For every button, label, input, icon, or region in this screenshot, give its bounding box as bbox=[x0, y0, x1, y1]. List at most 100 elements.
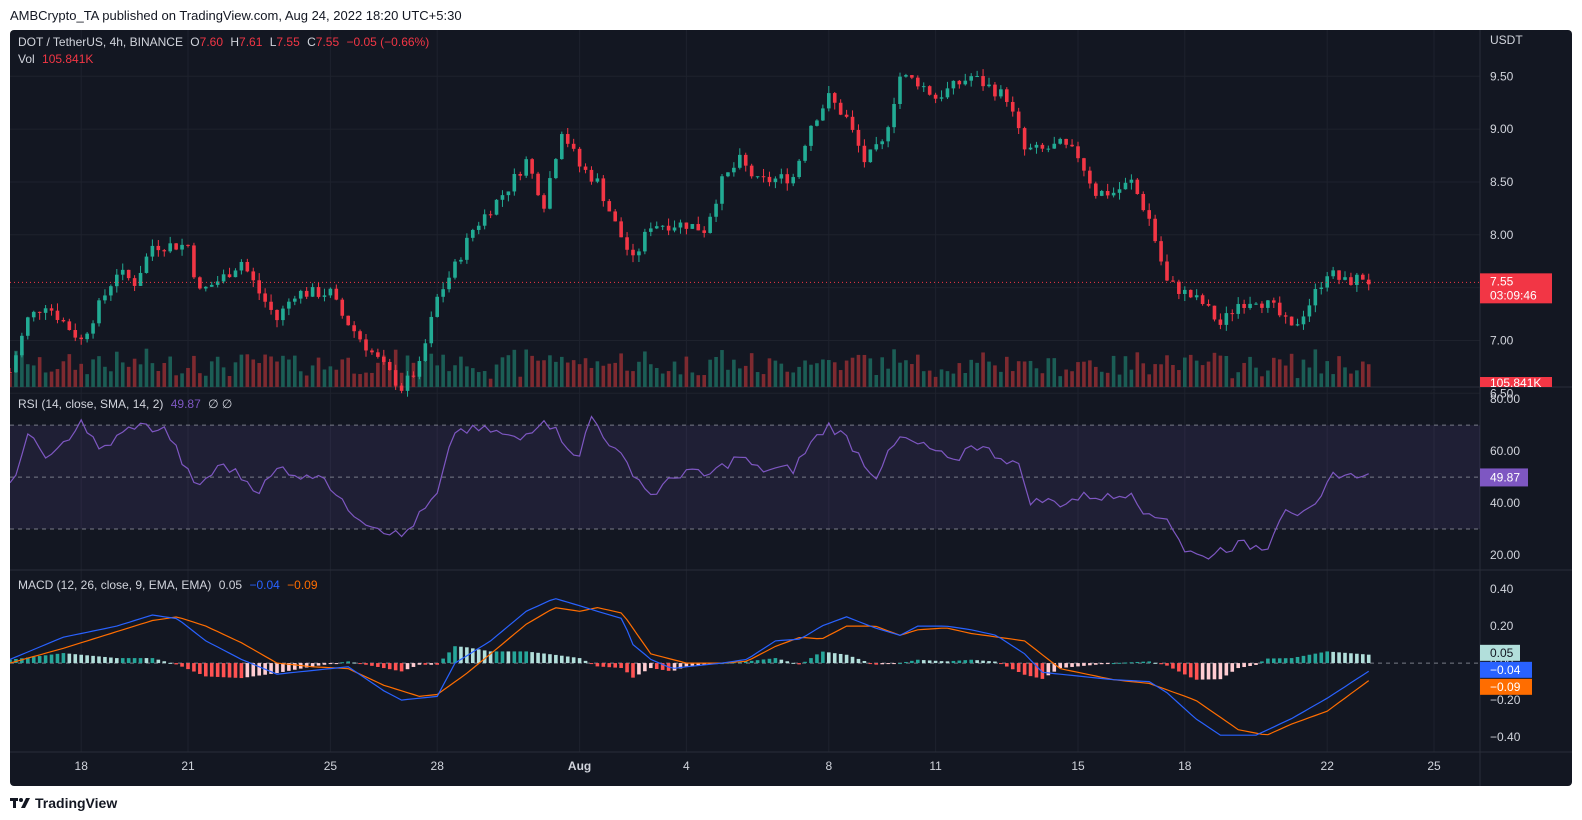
candle-body[interactable] bbox=[571, 143, 576, 149]
candle-body[interactable] bbox=[180, 244, 184, 250]
candle-body[interactable] bbox=[1076, 146, 1080, 159]
candle-body[interactable] bbox=[779, 174, 784, 179]
candle-body[interactable] bbox=[316, 287, 321, 297]
candle-body[interactable] bbox=[417, 361, 422, 377]
candle-body[interactable] bbox=[548, 178, 552, 209]
candle-body[interactable] bbox=[1230, 313, 1235, 315]
candle-body[interactable] bbox=[957, 80, 962, 85]
candle-body[interactable] bbox=[649, 228, 653, 232]
candle-body[interactable] bbox=[945, 88, 950, 98]
candle-body[interactable] bbox=[453, 261, 457, 278]
candle-body[interactable] bbox=[298, 290, 303, 299]
candle-body[interactable] bbox=[144, 256, 149, 273]
candle-body[interactable] bbox=[963, 80, 968, 85]
candle-body[interactable] bbox=[293, 298, 297, 302]
candle-body[interactable] bbox=[198, 277, 202, 289]
candle-body[interactable] bbox=[904, 75, 908, 77]
candle-body[interactable] bbox=[186, 244, 190, 246]
candle-body[interactable] bbox=[156, 245, 161, 251]
candle-body[interactable] bbox=[257, 280, 261, 294]
candle-body[interactable] bbox=[405, 375, 410, 391]
candle-body[interactable] bbox=[1123, 182, 1128, 190]
candle-body[interactable] bbox=[61, 319, 66, 322]
candle-body[interactable] bbox=[370, 350, 374, 353]
candle-body[interactable] bbox=[263, 293, 267, 302]
symbol-label[interactable]: DOT / TetherUS, 4h, BINANCE bbox=[18, 35, 183, 49]
candle-body[interactable] bbox=[981, 76, 985, 87]
chart-canvas[interactable]: USDT9.509.008.508.007.507.006.507.5503:0… bbox=[10, 30, 1572, 786]
candle-body[interactable] bbox=[31, 311, 36, 318]
candle-body[interactable] bbox=[1325, 276, 1329, 288]
candle-body[interactable] bbox=[387, 361, 392, 371]
candle-body[interactable] bbox=[488, 214, 493, 216]
candle-body[interactable] bbox=[666, 225, 671, 231]
candle-body[interactable] bbox=[1105, 190, 1110, 196]
candle-body[interactable] bbox=[1034, 144, 1039, 148]
candle-body[interactable] bbox=[1355, 274, 1359, 285]
candle-body[interactable] bbox=[168, 243, 172, 252]
candle-body[interactable] bbox=[43, 308, 48, 313]
candle-body[interactable] bbox=[1319, 287, 1324, 289]
candle-body[interactable] bbox=[1171, 280, 1175, 282]
candle-body[interactable] bbox=[233, 270, 238, 278]
candle-body[interactable] bbox=[1165, 261, 1169, 281]
candle-body[interactable] bbox=[773, 178, 778, 183]
candle-body[interactable] bbox=[26, 317, 30, 336]
candle-body[interactable] bbox=[927, 86, 932, 95]
candle-body[interactable] bbox=[993, 84, 997, 97]
candle-body[interactable] bbox=[1289, 316, 1294, 326]
candle-body[interactable] bbox=[10, 372, 12, 374]
candle-body[interactable] bbox=[67, 321, 72, 331]
candle-body[interactable] bbox=[898, 76, 902, 104]
candle-body[interactable] bbox=[1266, 300, 1270, 308]
candle-body[interactable] bbox=[1194, 295, 1199, 298]
candle-body[interactable] bbox=[506, 191, 511, 196]
candle-body[interactable] bbox=[269, 301, 273, 310]
candle-body[interactable] bbox=[215, 281, 220, 285]
candle-body[interactable] bbox=[761, 176, 766, 178]
candle-body[interactable] bbox=[1052, 143, 1057, 149]
candle-body[interactable] bbox=[1331, 270, 1335, 277]
candle-body[interactable] bbox=[791, 177, 795, 184]
candle-body[interactable] bbox=[975, 76, 979, 78]
candle-body[interactable] bbox=[227, 274, 232, 278]
candle-body[interactable] bbox=[97, 300, 101, 324]
candle-body[interactable] bbox=[1016, 111, 1021, 129]
candle-body[interactable] bbox=[1117, 189, 1122, 193]
candle-body[interactable] bbox=[20, 335, 24, 356]
candle-body[interactable] bbox=[79, 337, 83, 340]
candle-body[interactable] bbox=[1212, 305, 1217, 320]
candle-body[interactable] bbox=[399, 385, 404, 391]
candle-body[interactable] bbox=[637, 251, 641, 256]
candle-body[interactable] bbox=[631, 249, 635, 256]
candle-body[interactable] bbox=[1005, 89, 1009, 102]
candle-body[interactable] bbox=[239, 261, 244, 271]
candle-body[interactable] bbox=[880, 141, 884, 145]
candle-body[interactable] bbox=[251, 271, 256, 281]
candle-body[interactable] bbox=[126, 269, 131, 279]
candle-body[interactable] bbox=[767, 176, 772, 183]
candle-body[interactable] bbox=[1147, 210, 1151, 219]
candle-body[interactable] bbox=[797, 160, 801, 178]
candle-body[interactable] bbox=[91, 323, 95, 334]
candle-body[interactable] bbox=[738, 154, 742, 168]
candle-body[interactable] bbox=[1200, 295, 1205, 304]
candle-body[interactable] bbox=[1088, 170, 1092, 184]
candle-body[interactable] bbox=[726, 172, 730, 177]
candle-body[interactable] bbox=[1010, 101, 1015, 112]
candle-body[interactable] bbox=[204, 286, 208, 289]
chart-panel[interactable]: USDT9.509.008.508.007.507.006.507.5503:0… bbox=[10, 30, 1572, 786]
candle-body[interactable] bbox=[714, 203, 718, 217]
candle-body[interactable] bbox=[14, 355, 18, 373]
candle-body[interactable] bbox=[1224, 313, 1229, 325]
candle-body[interactable] bbox=[660, 225, 665, 227]
candle-body[interactable] bbox=[589, 169, 594, 182]
candle-body[interactable] bbox=[103, 295, 107, 301]
candle-body[interactable] bbox=[749, 165, 754, 177]
candle-body[interactable] bbox=[536, 173, 540, 196]
candle-body[interactable] bbox=[910, 75, 914, 78]
candle-body[interactable] bbox=[999, 89, 1003, 97]
candle-body[interactable] bbox=[435, 296, 439, 317]
candle-body[interactable] bbox=[1283, 315, 1288, 317]
candle-body[interactable] bbox=[951, 80, 956, 89]
